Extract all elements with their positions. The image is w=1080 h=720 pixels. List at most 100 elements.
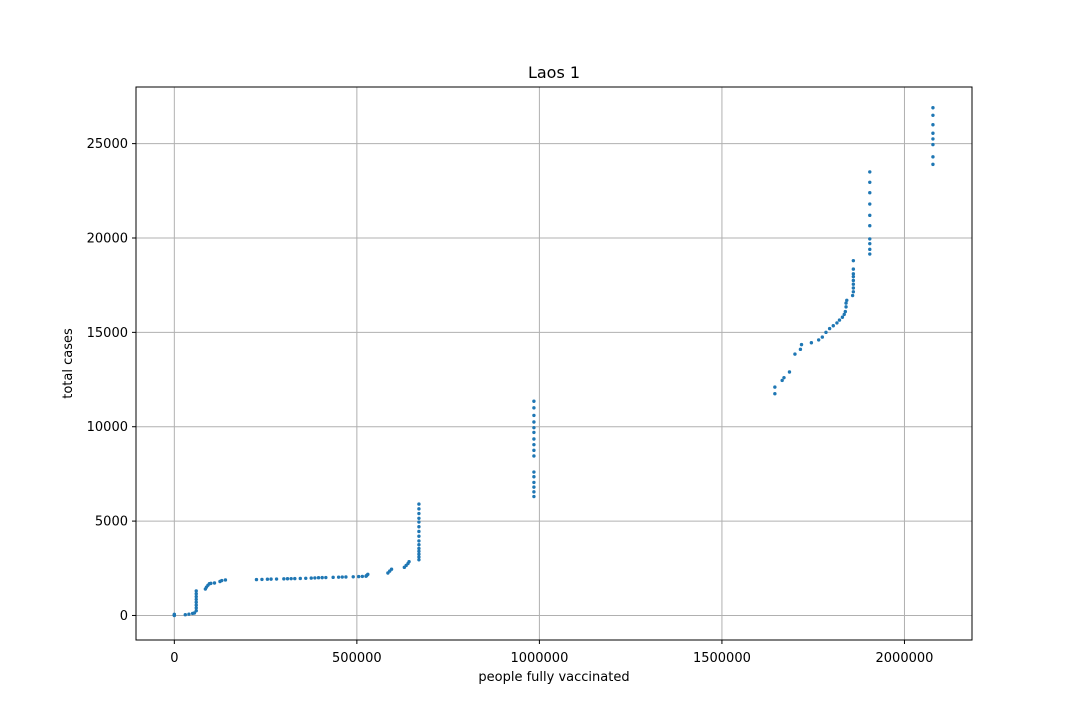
data-point (532, 494, 536, 499)
data-point (773, 385, 777, 389)
data-point (282, 577, 286, 581)
data-point (851, 278, 856, 283)
y-axis-ticks: 0 5000 10000 15000 20000 25000 (87, 137, 136, 624)
data-point (417, 546, 421, 551)
data-point (313, 576, 317, 580)
data-point (851, 272, 856, 276)
data-point (274, 577, 279, 581)
y-tick-label: 15000 (87, 326, 128, 341)
data-point (798, 347, 803, 352)
data-point (850, 293, 855, 298)
data-point (220, 578, 224, 583)
data-point (192, 611, 197, 615)
data-point (269, 577, 273, 581)
data-point (799, 342, 804, 347)
data-point (265, 577, 270, 581)
data-point (532, 425, 536, 430)
grid-lines (136, 87, 972, 640)
data-point (931, 162, 935, 167)
data-point (845, 298, 849, 302)
data-point (816, 338, 821, 342)
data-point (417, 539, 421, 543)
chart-title: Laos 1 (528, 63, 580, 82)
data-point (842, 312, 846, 317)
data-point (344, 575, 348, 579)
data-point (782, 375, 786, 380)
data-point (827, 326, 832, 331)
data-point (851, 290, 856, 294)
data-point (194, 603, 198, 607)
data-point (212, 581, 217, 585)
data-point (532, 475, 536, 479)
data-point (931, 123, 935, 127)
data-point (931, 137, 935, 141)
data-point (316, 576, 321, 580)
data-point (851, 258, 856, 263)
data-point (298, 576, 302, 581)
data-point (356, 574, 361, 579)
data-point (844, 305, 848, 309)
data-point (868, 190, 872, 195)
data-point (194, 592, 198, 596)
data-point (532, 490, 536, 494)
data-point (389, 567, 394, 571)
data-point (793, 352, 797, 356)
data-point (223, 578, 228, 582)
data-point (780, 378, 784, 383)
x-axis-label: people fully vaccinated (478, 670, 629, 685)
data-point (931, 131, 935, 135)
data-point (324, 575, 328, 580)
data-point (931, 106, 935, 110)
data-point (285, 577, 290, 581)
data-point (417, 502, 421, 506)
data-point (773, 391, 777, 396)
data-point (532, 430, 536, 435)
data-point (260, 577, 264, 582)
plot-frame (135, 86, 973, 641)
y-tick-label: 0 (120, 609, 128, 624)
data-point (787, 370, 792, 374)
data-point (532, 413, 536, 418)
data-point (837, 318, 842, 322)
data-point (417, 555, 421, 559)
data-point (532, 442, 536, 447)
data-point (532, 437, 536, 441)
data-point (820, 335, 825, 339)
data-point (868, 224, 872, 228)
data-point (194, 589, 198, 593)
data-point (407, 559, 411, 564)
data-point (331, 575, 335, 580)
data-point (417, 558, 421, 562)
data-point (320, 575, 324, 580)
data-point (417, 552, 421, 556)
data-point (532, 448, 536, 453)
data-point (868, 252, 872, 256)
data-point (835, 321, 839, 325)
data-point (194, 609, 198, 613)
data-point (824, 330, 828, 335)
data-point (532, 470, 536, 474)
x-tick-label: 1500000 (693, 651, 751, 666)
data-point (194, 597, 198, 602)
data-point (931, 142, 935, 147)
data-point (417, 534, 421, 538)
data-point (868, 170, 872, 174)
data-point (844, 301, 848, 305)
data-point (931, 113, 935, 118)
data-point (194, 606, 198, 610)
data-point (831, 324, 835, 328)
data-point (868, 180, 872, 185)
y-axis-label: total cases (61, 328, 76, 399)
x-tick-label: 1000000 (510, 651, 568, 666)
data-point (351, 575, 355, 579)
data-point (840, 315, 845, 319)
x-tick-label: 0 (170, 651, 178, 666)
data-point (340, 575, 344, 579)
data-point (843, 309, 848, 314)
data-point (417, 549, 421, 553)
data-point (532, 406, 536, 410)
data-point (172, 612, 177, 617)
data-point (851, 286, 856, 290)
data-point (417, 525, 421, 529)
data-point (868, 247, 872, 252)
